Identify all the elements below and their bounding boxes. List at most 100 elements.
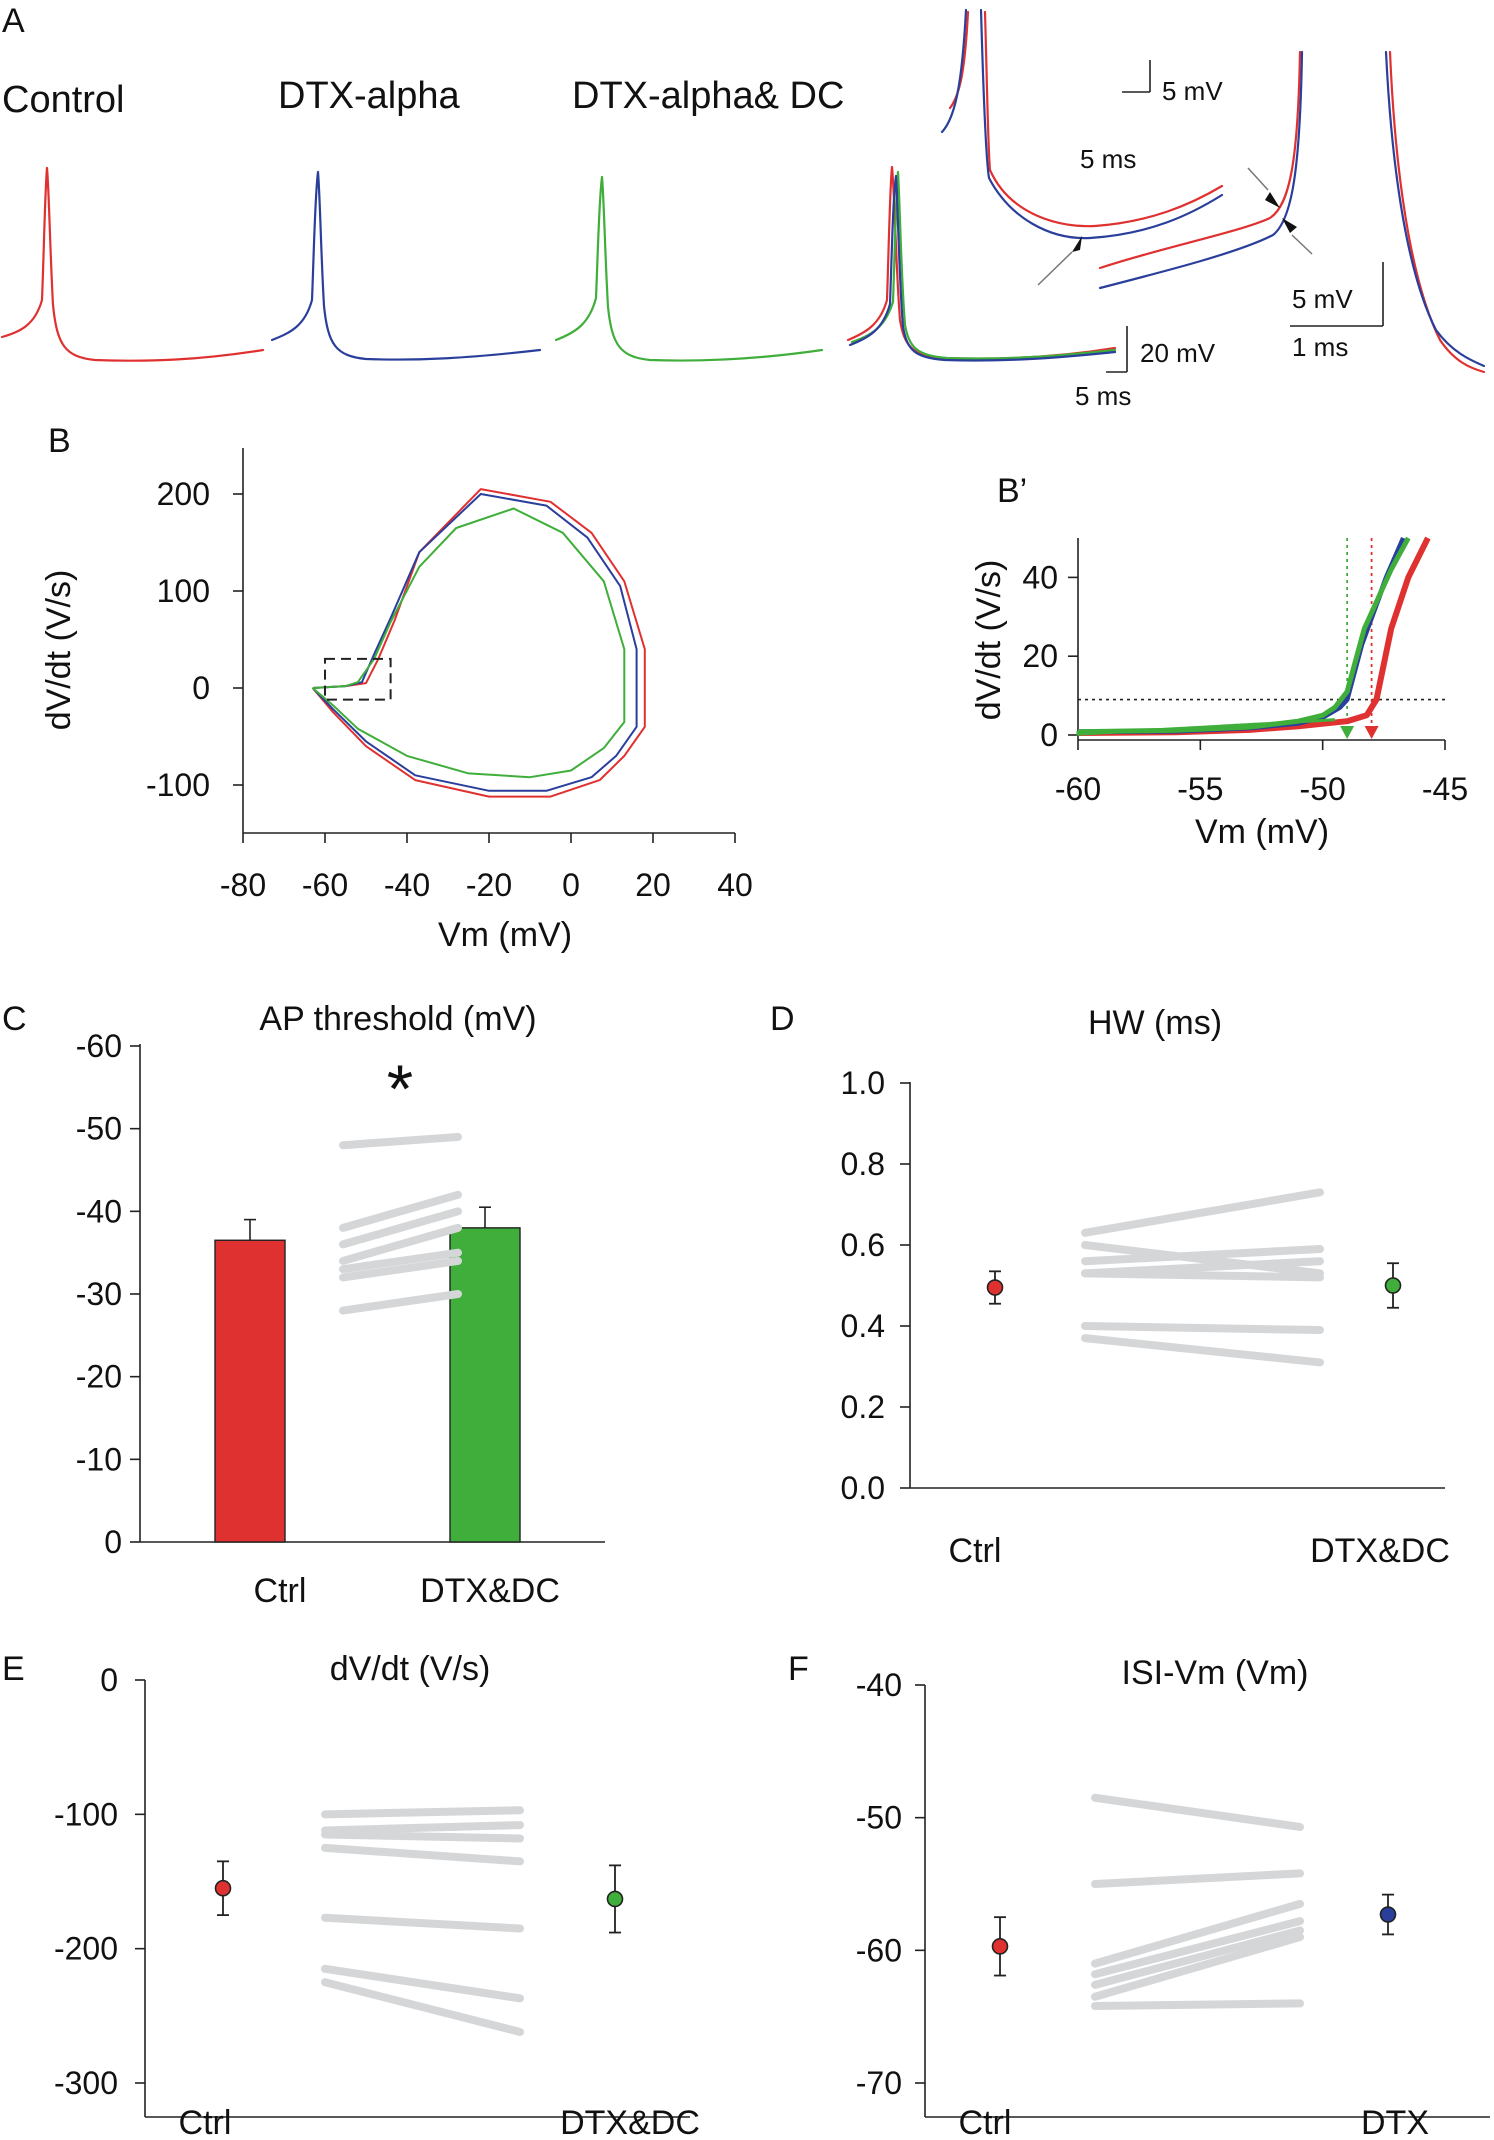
e-title: dV/dt (V/s) xyxy=(330,1650,491,1688)
panel-a-letter: A xyxy=(2,2,25,40)
panel-b-prime: B’ -60 -55 -50 -45 40 20 0 Vm (mV) dV/dt (V/s) xyxy=(970,472,1468,851)
inset-threshold: 5 mV 1 ms xyxy=(1098,50,1486,374)
d-ytick-label: 0.2 xyxy=(841,1389,885,1425)
b-xtick-label: -20 xyxy=(466,867,512,903)
c-paired-line xyxy=(339,1190,462,1232)
overlay-trace-control xyxy=(846,165,1117,360)
bp-threshold-arrow-dc xyxy=(1340,726,1355,739)
e-ytick-label: -100 xyxy=(54,1796,118,1832)
b-series-dc xyxy=(312,507,626,779)
scalebar-inset2-v: 5 mV xyxy=(1292,284,1353,314)
d-paired-line xyxy=(1081,1322,1324,1335)
panel-e-letter: E xyxy=(2,1650,25,1688)
bp-ylabel: dV/dt (V/s) xyxy=(970,560,1008,721)
c-ytick-label: -60 xyxy=(76,1028,122,1064)
inset1-trace-dtx xyxy=(940,8,1224,240)
scalebar-main: 20 mV 5 ms xyxy=(1075,326,1216,411)
d-ytick-label: 0.6 xyxy=(841,1227,885,1263)
d-title: HW (ms) xyxy=(1088,1004,1222,1042)
d-paired-line xyxy=(1081,1188,1324,1237)
c-xtick-label: Ctrl xyxy=(254,1572,307,1610)
c-paired-line xyxy=(339,1248,462,1274)
d-mean-point-dtx&dc xyxy=(1384,1277,1402,1294)
d-ytick-label: 0.0 xyxy=(841,1470,885,1506)
e-paired-line xyxy=(321,1806,524,1819)
c-ytick-label: -40 xyxy=(76,1193,122,1229)
c-title: AP threshold (mV) xyxy=(259,1000,536,1038)
d-ytick-label: 0.8 xyxy=(841,1146,885,1182)
overlay-trace-dtx-dc xyxy=(850,170,1117,360)
scalebar-main-t: 5 ms xyxy=(1075,381,1131,411)
panel-d-letter: D xyxy=(770,1000,795,1038)
bp-series-dc xyxy=(1077,536,1411,735)
f-paired-line xyxy=(1091,1933,1304,2001)
arrow-thr-upper-gray xyxy=(1247,167,1269,191)
panel-c-letter: C xyxy=(2,1000,27,1038)
e-ytick-label: -200 xyxy=(54,1931,118,1967)
d-xtick-label: DTX&DC xyxy=(1310,1532,1450,1570)
c-significance-star: * xyxy=(387,1051,413,1127)
b-zoom-box xyxy=(324,657,392,701)
b-xtick-label: -80 xyxy=(220,867,266,903)
bp-xtick-label: -60 xyxy=(1055,771,1101,807)
b-xtick-label: 0 xyxy=(562,867,580,903)
b-ytick-label: 200 xyxy=(157,476,210,512)
c-bar-dtx&dc xyxy=(449,1227,521,1543)
d-paired-line xyxy=(1081,1245,1324,1266)
c-paired-line xyxy=(339,1290,462,1315)
bp-series-dtx xyxy=(1077,537,1406,735)
arrow-ahp-gray xyxy=(1037,251,1073,286)
panel-d: D HW (ms) 1.0 0.8 0.6 0.4 0.2 0.0 Ctrl DTX&DC xyxy=(770,1000,1450,1570)
panel-c: C AP threshold (mV) * -60 -50 -40 -30 -20 -10… xyxy=(2,1000,605,1610)
f-ytick-label: -60 xyxy=(856,1932,902,1968)
panel-bp-letter: B’ xyxy=(997,472,1027,510)
f-paired-line xyxy=(1091,1926,1304,1989)
b-series-dtx xyxy=(311,493,638,792)
d-xtick-label: Ctrl xyxy=(949,1532,1002,1570)
scalebar-inset2-t: 1 ms xyxy=(1292,332,1348,362)
c-ytick-label: -30 xyxy=(76,1276,122,1312)
d-paired-line xyxy=(1081,1269,1324,1282)
arrow-thr-upper-black xyxy=(1265,192,1280,208)
d-ytick-label: 0.4 xyxy=(841,1308,885,1344)
f-paired-line xyxy=(1091,1999,1304,2011)
e-paired-line xyxy=(321,1964,524,2003)
arrow-thr-lower-black xyxy=(1282,218,1297,233)
b-series-ctrl xyxy=(311,488,646,798)
bp-xlabel: Vm (mV) xyxy=(1195,813,1329,851)
f-paired-line xyxy=(1091,1869,1304,1888)
b-xtick-label: -40 xyxy=(384,867,430,903)
b-xtick-label: 20 xyxy=(635,867,671,903)
bp-xtick-label: -55 xyxy=(1177,771,1223,807)
f-mean-point-dtx xyxy=(1379,1906,1397,1923)
panel-e: E dV/dt (V/s) 0 -100 -200 -300 Ctrl DTX&DC xyxy=(2,1650,700,2140)
b-ytick-label: 0 xyxy=(192,670,210,706)
trace-dtx-alpha-dc xyxy=(554,175,824,362)
c-paired-line xyxy=(339,1223,462,1265)
inset2-trace-dtx xyxy=(1098,50,1486,368)
c-ytick-label: -20 xyxy=(76,1359,122,1395)
inset-ahp: 5 mV 5 ms xyxy=(940,8,1224,286)
arrow-ahp-black xyxy=(1072,236,1082,252)
panel-a: A Control DTX-alpha DTX-alpha& DC 20 mV … xyxy=(0,2,1486,411)
overlay-trace-dtx xyxy=(848,174,1117,362)
f-ytick-label: -50 xyxy=(856,1800,902,1836)
b-ylabel: dV/dt (V/s) xyxy=(40,570,78,731)
f-mean-point-ctrl xyxy=(991,1938,1009,1955)
e-ytick-label: 0 xyxy=(100,1662,118,1698)
bp-ytick-label: 20 xyxy=(1022,638,1058,674)
c-paired-line xyxy=(339,1132,462,1150)
d-mean-point-ctrl xyxy=(986,1279,1004,1296)
b-ytick-label: 100 xyxy=(157,573,210,609)
bp-xtick-label: -50 xyxy=(1300,771,1346,807)
arrow-thr-lower-gray xyxy=(1291,234,1313,255)
f-title: ISI-Vm (Vm) xyxy=(1122,1654,1309,1692)
panel-b-letter: B xyxy=(48,422,71,460)
bp-ytick-label: 40 xyxy=(1022,559,1058,595)
e-paired-line xyxy=(321,1978,524,2036)
scalebar-inset1-v: 5 mV xyxy=(1162,76,1223,106)
f-ytick-label: -40 xyxy=(856,1667,902,1703)
b-xlabel: Vm (mV) xyxy=(438,916,572,954)
f-paired-line xyxy=(1091,1917,1304,1979)
